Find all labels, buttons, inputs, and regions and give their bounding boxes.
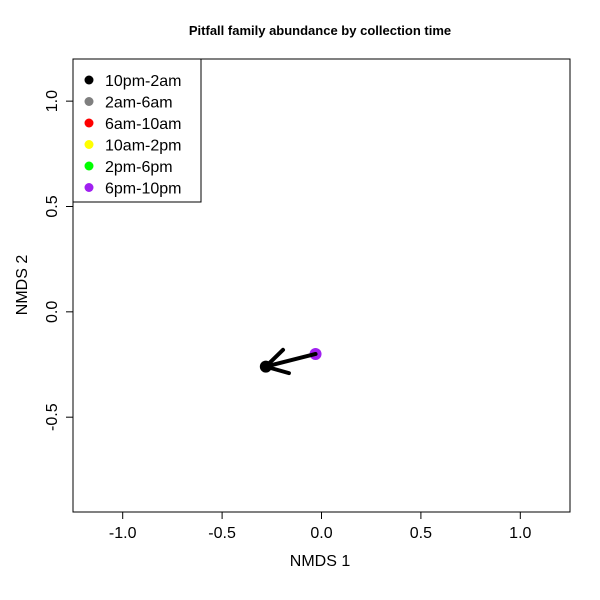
legend-label: 10am-2pm	[105, 138, 181, 155]
y-tick-label: -0.5	[44, 403, 61, 431]
y-axis: -0.5 0.0 0.5 1.0	[44, 90, 74, 431]
legend-marker	[84, 183, 94, 192]
x-axis-label: NMDS 1	[290, 553, 351, 570]
legend-label: 6am-10am	[105, 116, 181, 133]
y-tick-label: 0.0	[44, 301, 61, 323]
legend-marker	[84, 140, 94, 149]
y-tick-label: 0.5	[44, 195, 61, 217]
chart-title: Pitfall family abundance by collection t…	[189, 23, 451, 38]
legend: 10pm-2am 2am-6am 6am-10am 10am-2pm 2pm-6pm 6p…	[72, 58, 202, 203]
x-tick-label: 0.0	[310, 525, 332, 542]
legend-box	[72, 58, 202, 203]
legend-marker	[84, 118, 94, 128]
x-tick-label: 1.0	[509, 525, 531, 542]
y-axis-label: NMDS 2	[14, 255, 31, 316]
legend-label: 10pm-2am	[105, 73, 181, 90]
legend-marker	[84, 97, 94, 106]
plot-marks	[259, 347, 322, 376]
arrow-head	[263, 347, 291, 376]
x-tick-label: 0.5	[410, 525, 432, 542]
x-axis: -1.0 -0.5 0.0 0.5 1.0	[109, 511, 532, 542]
arrow-shaft	[263, 351, 318, 369]
y-tick-label: 1.0	[44, 90, 61, 112]
legend-marker	[84, 75, 94, 85]
legend-label: 2pm-6pm	[105, 159, 173, 176]
legend-marker	[84, 161, 94, 171]
legend-label: 2am-6am	[105, 95, 173, 112]
x-tick-label: -0.5	[208, 525, 236, 542]
legend-label: 6pm-10pm	[105, 181, 181, 198]
x-tick-label: -1.0	[109, 525, 137, 542]
